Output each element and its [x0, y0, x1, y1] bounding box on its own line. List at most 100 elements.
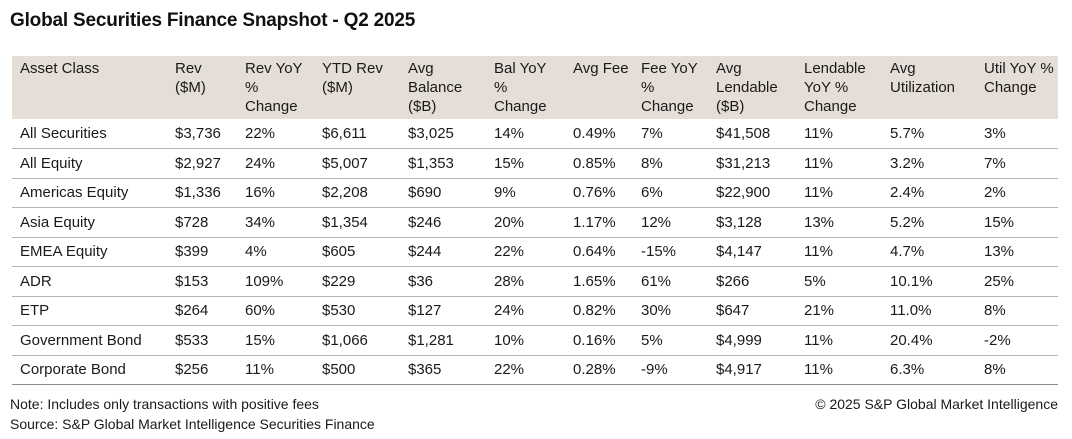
cell-lendable-yoy: 21% — [796, 296, 882, 326]
cell-rev-yoy: 16% — [237, 178, 314, 208]
cell-asset-class: Americas Equity — [12, 178, 167, 208]
cell-avg-utilization: 6.3% — [882, 355, 976, 385]
table-body: All Securities $3,736 22% $6,611 $3,025 14% 0.… — [12, 119, 1058, 385]
cell-ytd-rev: $500 — [314, 355, 400, 385]
cell-avg-fee: 0.76% — [565, 178, 633, 208]
cell-rev: $728 — [167, 207, 237, 238]
cell-bal-yoy: 22% — [486, 237, 565, 267]
cell-ytd-rev: $605 — [314, 237, 400, 267]
cell-rev: $399 — [167, 237, 237, 267]
cell-avg-lendable: $4,999 — [708, 325, 796, 356]
cell-ytd-rev: $5,007 — [314, 148, 400, 179]
header-avg-fee: Avg Fee — [565, 56, 633, 119]
cell-fee-yoy: -15% — [633, 237, 708, 267]
header-avg-balance: Avg Balance ($B) — [400, 56, 486, 119]
cell-fee-yoy: 8% — [633, 148, 708, 179]
cell-fee-yoy: -9% — [633, 355, 708, 385]
cell-fee-yoy: 12% — [633, 207, 708, 238]
cell-avg-fee: 0.85% — [565, 148, 633, 179]
cell-avg-balance: $1,281 — [400, 325, 486, 356]
cell-ytd-rev: $2,208 — [314, 178, 400, 208]
cell-asset-class: ETP — [12, 296, 167, 326]
cell-avg-utilization: 10.1% — [882, 266, 976, 297]
cell-ytd-rev: $6,611 — [314, 119, 400, 149]
cell-bal-yoy: 14% — [486, 119, 565, 149]
cell-avg-utilization: 5.7% — [882, 119, 976, 149]
cell-fee-yoy: 7% — [633, 119, 708, 149]
cell-avg-lendable: $647 — [708, 296, 796, 326]
table-row: EMEA Equity $399 4% $605 $244 22% 0.64% -15% $4,… — [12, 237, 1058, 267]
cell-bal-yoy: 20% — [486, 207, 565, 238]
table-row: ADR $153 109% $229 $36 28% 1.65% 61% $266 5% 10.1%… — [12, 266, 1058, 297]
header-avg-utilization: Avg Utilization — [882, 56, 976, 119]
cell-avg-fee: 0.82% — [565, 296, 633, 326]
header-ytd-rev: YTD Rev ($M) — [314, 56, 400, 119]
cell-avg-utilization: 4.7% — [882, 237, 976, 267]
cell-bal-yoy: 15% — [486, 148, 565, 179]
cell-avg-fee: 0.28% — [565, 355, 633, 385]
cell-avg-lendable: $31,213 — [708, 148, 796, 179]
table-row: Americas Equity $1,336 16% $2,208 $690 9% 0.76… — [12, 178, 1058, 208]
cell-bal-yoy: 9% — [486, 178, 565, 208]
cell-bal-yoy: 22% — [486, 355, 565, 385]
cell-asset-class: All Equity — [12, 148, 167, 179]
cell-avg-fee: 1.65% — [565, 266, 633, 297]
header-asset-class: Asset Class — [12, 56, 167, 119]
table-row: All Securities $3,736 22% $6,611 $3,025 14% 0.… — [12, 119, 1058, 149]
cell-ytd-rev: $1,066 — [314, 325, 400, 356]
header-rev: Rev ($M) — [167, 56, 237, 119]
cell-avg-lendable: $266 — [708, 266, 796, 297]
footer-notes: Note: Includes only transactions with po… — [10, 394, 375, 434]
cell-asset-class: All Securities — [12, 119, 167, 149]
cell-lendable-yoy: 11% — [796, 178, 882, 208]
cell-asset-class: Corporate Bond — [12, 355, 167, 385]
table-row: ETP $264 60% $530 $127 24% 0.82% 30% $647 21% 11.0… — [12, 296, 1058, 326]
cell-rev-yoy: 60% — [237, 296, 314, 326]
cell-lendable-yoy: 11% — [796, 148, 882, 179]
cell-avg-lendable: $4,147 — [708, 237, 796, 267]
cell-fee-yoy: 30% — [633, 296, 708, 326]
cell-fee-yoy: 5% — [633, 325, 708, 356]
cell-avg-fee: 0.16% — [565, 325, 633, 356]
cell-util-yoy: 15% — [976, 207, 1058, 238]
cell-util-yoy: -2% — [976, 325, 1058, 356]
cell-asset-class: EMEA Equity — [12, 237, 167, 267]
cell-util-yoy: 3% — [976, 119, 1058, 149]
cell-rev-yoy: 4% — [237, 237, 314, 267]
cell-lendable-yoy: 13% — [796, 207, 882, 238]
cell-avg-balance: $246 — [400, 207, 486, 238]
cell-fee-yoy: 6% — [633, 178, 708, 208]
cell-avg-balance: $127 — [400, 296, 486, 326]
cell-avg-lendable: $3,128 — [708, 207, 796, 238]
header-rev-yoy: Rev YoY % Change — [237, 56, 314, 119]
cell-lendable-yoy: 11% — [796, 119, 882, 149]
cell-rev: $533 — [167, 325, 237, 356]
cell-avg-utilization: 3.2% — [882, 148, 976, 179]
cell-ytd-rev: $530 — [314, 296, 400, 326]
cell-lendable-yoy: 11% — [796, 355, 882, 385]
cell-lendable-yoy: 11% — [796, 325, 882, 356]
cell-ytd-rev: $1,354 — [314, 207, 400, 238]
cell-avg-lendable: $4,917 — [708, 355, 796, 385]
cell-avg-fee: 1.17% — [565, 207, 633, 238]
page-title: Global Securities Finance Snapshot - Q2 … — [10, 10, 416, 31]
table-row: Asia Equity $728 34% $1,354 $246 20% 1.17% 12% $… — [12, 207, 1058, 238]
cell-avg-fee: 0.64% — [565, 237, 633, 267]
cell-rev-yoy: 22% — [237, 119, 314, 149]
table-row: Corporate Bond $256 11% $500 $365 22% 0.28% -9%… — [12, 355, 1058, 385]
cell-util-yoy: 8% — [976, 355, 1058, 385]
header-avg-lendable: Avg Lendable ($B) — [708, 56, 796, 119]
cell-avg-utilization: 5.2% — [882, 207, 976, 238]
cell-rev-yoy: 15% — [237, 325, 314, 356]
cell-avg-fee: 0.49% — [565, 119, 633, 149]
cell-avg-lendable: $22,900 — [708, 178, 796, 208]
cell-avg-utilization: 2.4% — [882, 178, 976, 208]
cell-util-yoy: 13% — [976, 237, 1058, 267]
table-row: Government Bond $533 15% $1,066 $1,281 10% 0.1… — [12, 325, 1058, 356]
cell-rev: $264 — [167, 296, 237, 326]
cell-ytd-rev: $229 — [314, 266, 400, 297]
cell-avg-balance: $244 — [400, 237, 486, 267]
cell-rev-yoy: 24% — [237, 148, 314, 179]
cell-util-yoy: 7% — [976, 148, 1058, 179]
cell-rev-yoy: 34% — [237, 207, 314, 238]
